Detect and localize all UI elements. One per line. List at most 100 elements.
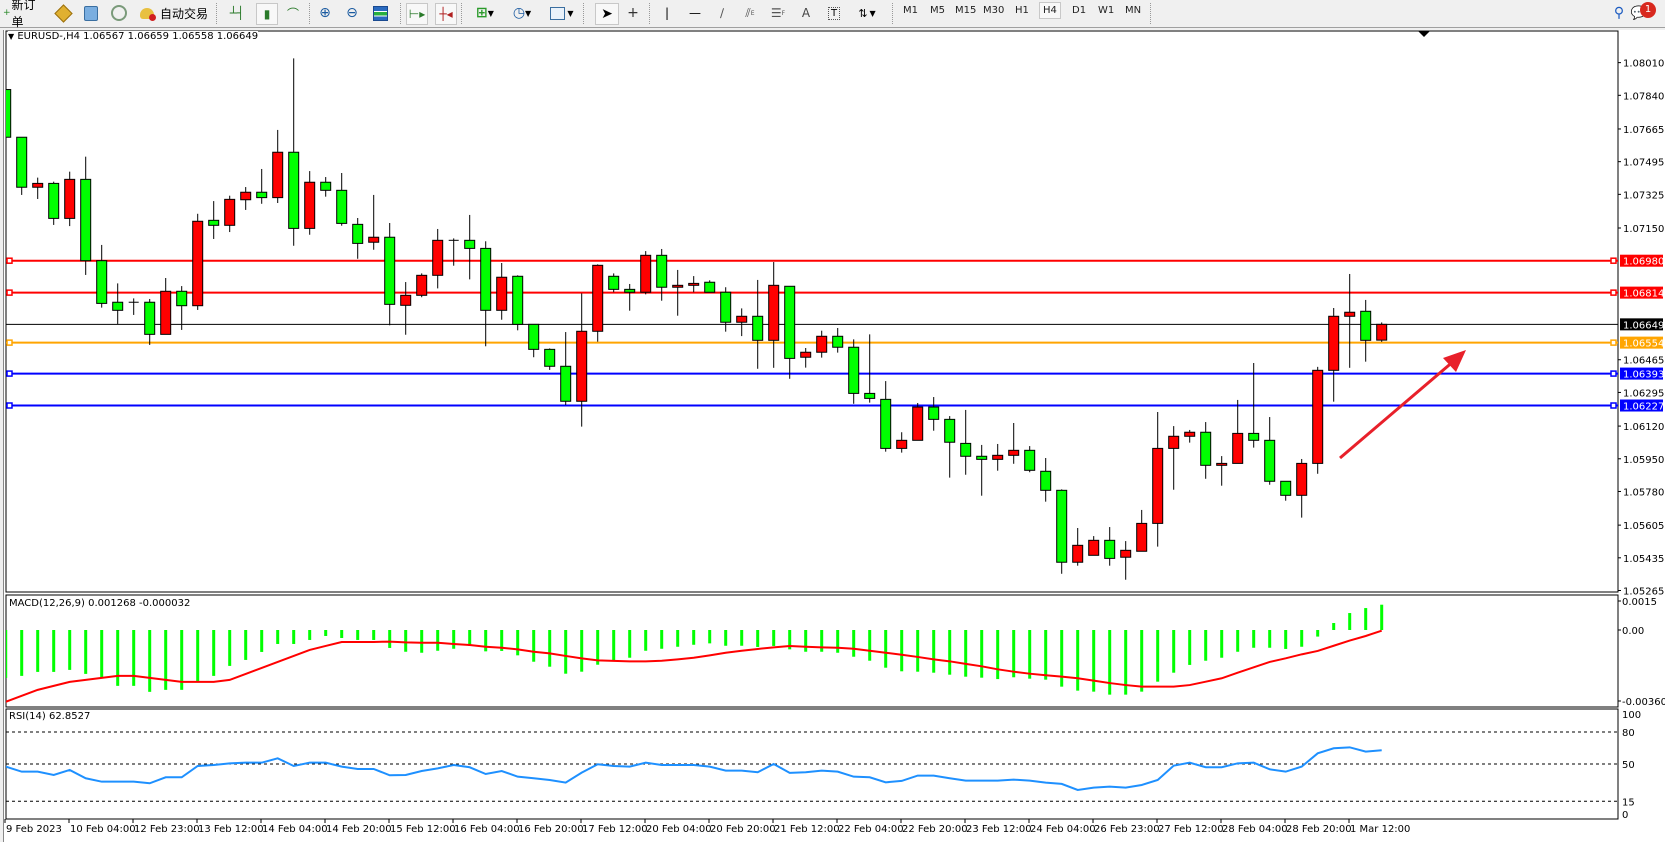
level-handle-left <box>6 289 13 296</box>
candle-body <box>144 301 156 335</box>
period-m15[interactable]: M15 <box>955 5 977 16</box>
candle <box>672 269 684 316</box>
candle-body <box>1248 432 1260 441</box>
trend-arrow-head-icon <box>1443 350 1466 372</box>
candle <box>896 432 908 453</box>
candle <box>736 308 748 337</box>
candle <box>1056 489 1068 574</box>
macd-histogram-bar <box>388 630 392 648</box>
trendline-icon[interactable]: ∕ <box>719 6 725 20</box>
candlestick-chart-icon[interactable]: ▮ <box>256 3 278 25</box>
fibonacci-icon[interactable]: ☰ F <box>770 6 786 20</box>
macd-histogram-bar <box>308 630 312 640</box>
bar-chart-icon[interactable]: ┴┤ <box>229 6 245 20</box>
macd-histogram-bar <box>276 630 280 644</box>
period-d1[interactable]: D1 <box>1072 5 1087 16</box>
macd-histogram-bar <box>148 630 152 692</box>
level-price-label: 1.06814 <box>1623 289 1664 300</box>
macd-histogram-bar <box>20 630 24 676</box>
candle <box>1040 458 1052 502</box>
macd-histogram-bar <box>324 630 328 636</box>
candle-body <box>352 223 364 244</box>
rsi-axis-label: 50 <box>1622 760 1635 771</box>
search-icon[interactable]: ⚲ <box>1613 5 1625 21</box>
new-order-button[interactable]: + 新订单 <box>3 0 36 29</box>
level-handle-right <box>1610 370 1617 377</box>
candle-body <box>1280 480 1292 496</box>
candle <box>368 194 380 250</box>
macd-histogram-bar <box>164 630 168 690</box>
candle-body <box>640 254 652 293</box>
macd-histogram-bar <box>516 630 520 656</box>
text-icon[interactable]: A <box>801 6 811 20</box>
vertical-line-icon[interactable]: | <box>664 6 670 20</box>
macd-histogram-bar <box>292 630 296 644</box>
candle-body <box>1024 449 1036 471</box>
zoom-out-icon[interactable]: ⊖ <box>346 5 358 21</box>
price-tick-label: 1.05780 <box>1623 487 1664 498</box>
level-price-box <box>1620 286 1663 299</box>
navigator-icon[interactable] <box>82 3 100 23</box>
level-price-box <box>1620 336 1663 349</box>
templates-icon[interactable]: ▼ <box>545 3 579 23</box>
signals-icon[interactable] <box>110 3 128 23</box>
rsi-line <box>6 746 1382 792</box>
period-w1[interactable]: W1 <box>1098 5 1115 16</box>
period-h4[interactable]: H4 <box>1039 2 1061 19</box>
chart-shift-icon[interactable]: ┼◂ <box>435 3 457 25</box>
candle <box>688 276 700 293</box>
notification-badge[interactable]: 1 <box>1640 2 1656 18</box>
macd-histogram-bar <box>772 630 776 646</box>
candle <box>800 348 812 368</box>
candle-body <box>496 276 508 311</box>
new-chart-icon[interactable]: ⊞ ▼ <box>476 5 494 21</box>
macd-histogram-bar <box>1044 630 1048 680</box>
collapse-triangle-icon[interactable]: ▼ <box>8 32 15 41</box>
candle <box>432 228 444 289</box>
tile-windows-icon[interactable] <box>371 3 389 23</box>
candle-body <box>864 392 876 399</box>
horizontal-line-icon[interactable]: — <box>689 6 701 20</box>
candle-body <box>656 254 668 288</box>
candle-body <box>1232 432 1244 464</box>
price-tick-label: 1.07665 <box>1623 125 1664 136</box>
crosshair-icon[interactable]: + <box>627 5 639 21</box>
text-label-icon[interactable]: T <box>825 3 843 23</box>
candle-body <box>928 406 940 420</box>
equidistant-channel-icon[interactable]: ⫽ E <box>745 5 755 20</box>
time-label: 28 Feb 20:00 <box>1286 824 1352 835</box>
macd-histogram-bar <box>660 630 664 649</box>
line-chart-icon[interactable]: ⌒ <box>286 6 299 21</box>
period-m30[interactable]: M30 <box>983 5 1005 16</box>
price-tick-label: 1.08010 <box>1623 59 1664 70</box>
candle <box>400 282 412 335</box>
candle <box>1344 273 1356 368</box>
price-tick-label: 1.05950 <box>1623 455 1664 466</box>
macd-histogram-bar <box>260 630 264 652</box>
period-h1[interactable]: H1 <box>1015 5 1029 16</box>
candle-body <box>1120 549 1132 558</box>
period-m1[interactable]: M1 <box>903 5 918 16</box>
period-mn[interactable]: MN <box>1125 5 1142 16</box>
auto-scroll-icon[interactable]: ⊢▸ <box>406 3 428 25</box>
periods-clock-icon[interactable]: ◷ ▼ <box>512 5 532 21</box>
macd-histogram-bar <box>1124 630 1128 695</box>
macd-histogram-bar <box>804 630 808 652</box>
macd-pane-frame <box>5 594 1619 708</box>
candle <box>928 397 940 431</box>
period-m5[interactable]: M5 <box>930 5 945 16</box>
macd-axis-label: -0.003609 <box>1622 697 1665 708</box>
time-label: 20 Feb 20:00 <box>710 824 776 835</box>
candle <box>976 444 988 496</box>
zoom-in-icon[interactable]: ⊕ <box>319 5 331 21</box>
rsi-axis-label: 15 <box>1622 797 1635 808</box>
candle-body <box>464 239 476 249</box>
auto-trading-button[interactable]: 自动交易 <box>159 6 208 21</box>
time-label: 20 Feb 04:00 <box>646 824 712 835</box>
cursor-icon[interactable]: ➤ <box>595 3 619 25</box>
macd-histogram-bar <box>1108 630 1112 695</box>
macd-histogram-bar <box>1220 630 1224 658</box>
arrows-icon[interactable]: ⇅ ▼ <box>858 6 876 20</box>
candle <box>1152 412 1164 547</box>
